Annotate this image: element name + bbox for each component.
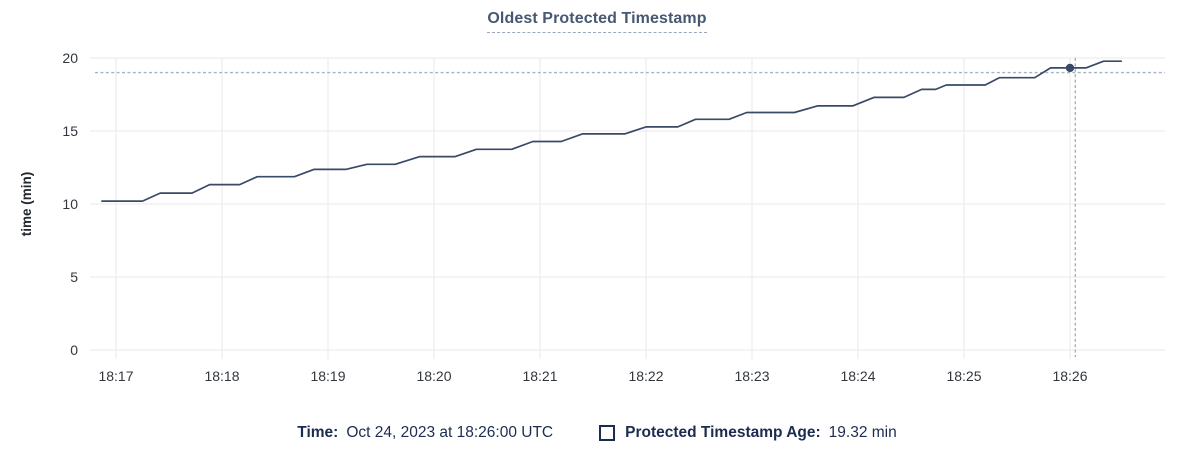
chart-canvas[interactable]: 0 5 10 15 20 18:17 18:18 18:19 18:20 18:21 18:22 18…: [0, 0, 1194, 408]
y-tick-label: 15: [62, 123, 78, 139]
x-tick-label: 18:20: [416, 368, 451, 384]
x-tick-label: 18:23: [734, 368, 769, 384]
hover-time-readout: Time: Oct 24, 2023 at 18:26:00 UTC: [297, 424, 553, 442]
x-tick-label: 18:25: [946, 368, 981, 384]
series-line: [101, 60, 1123, 202]
x-tick-label: 18:17: [98, 368, 133, 384]
x-tick-label: 18:18: [204, 368, 239, 384]
chart-header: Oldest Protected Timestamp: [0, 10, 1194, 33]
x-tick-label: 18:21: [522, 368, 557, 384]
y-tick-label: 0: [70, 342, 78, 358]
y-tick-label: 10: [62, 196, 78, 212]
x-tick-label: 18:26: [1052, 368, 1087, 384]
y-axis-label: time (min): [19, 172, 34, 237]
x-tick-label: 18:22: [628, 368, 663, 384]
y-tick-label: 5: [70, 269, 78, 285]
chart-title[interactable]: Oldest Protected Timestamp: [487, 10, 707, 33]
time-value: Oct 24, 2023 at 18:26:00 UTC: [346, 424, 554, 441]
legend-item-protected-timestamp-age[interactable]: Protected Timestamp Age: 19.32 min: [599, 424, 897, 442]
x-tick-label: 18:24: [840, 368, 875, 384]
series-label: Protected Timestamp Age:: [625, 424, 821, 441]
x-tick-label: 18:19: [310, 368, 345, 384]
y-tick-label: 20: [62, 50, 78, 66]
hover-legend: Time: Oct 24, 2023 at 18:26:00 UTC Prote…: [0, 424, 1194, 442]
series-checkbox-icon[interactable]: [599, 425, 616, 441]
time-label: Time:: [297, 424, 339, 441]
series-value: 19.32 min: [828, 424, 897, 441]
hover-point-dot: [1065, 63, 1075, 73]
